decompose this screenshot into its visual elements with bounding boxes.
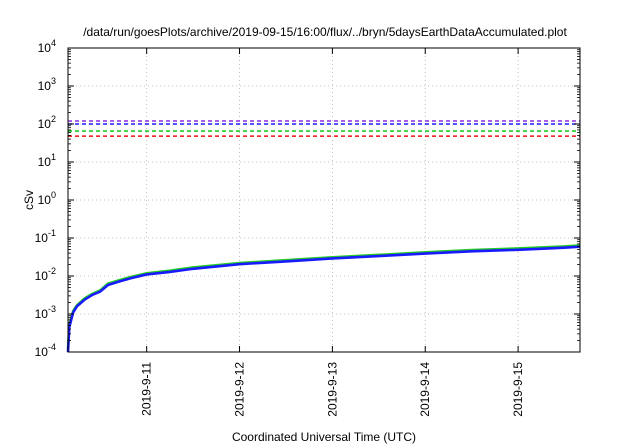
y-tick-label: 102 <box>38 114 56 131</box>
ticks <box>68 47 580 353</box>
y-tick-label: 103 <box>38 76 56 93</box>
y-tick-exponent: -2 <box>48 266 56 276</box>
series-line <box>66 244 581 350</box>
y-tick-exponent: 1 <box>51 152 56 162</box>
y-tick-label: 104 <box>38 38 56 55</box>
series-line <box>66 245 581 353</box>
y-tick-exponent: 3 <box>51 76 56 86</box>
reference-lines <box>68 120 580 137</box>
y-axis-label: cSv <box>22 190 36 210</box>
x-tick-labels: 2019-9-11 2019-9-12 2019-9-13 2019-9-14 2019… <box>140 362 525 417</box>
y-tick-exponent: -4 <box>48 342 56 352</box>
y-tick-label: 10-2 <box>35 266 56 283</box>
y-tick-label: 10-1 <box>35 228 56 245</box>
y-tick-label: 100 <box>38 190 56 207</box>
y-tick-exponent: 2 <box>51 114 56 124</box>
series-group <box>66 244 581 353</box>
x-tick-label: 2019-9-11 <box>140 362 154 416</box>
x-axis-label: Coordinated Universal Time (UTC) <box>232 430 416 444</box>
y-tick-exponent: -1 <box>48 228 56 238</box>
y-tick-exponent: 4 <box>51 38 56 48</box>
y-tick-label: 10-4 <box>35 342 56 359</box>
grid <box>68 48 580 352</box>
x-tick-label: 2019-9-13 <box>325 362 339 417</box>
chart-title: /data/run/goesPlots/archive/2019-09-15/1… <box>83 25 567 39</box>
y-tick-exponent: -3 <box>48 304 56 314</box>
x-tick-label: 2019-9-12 <box>233 362 247 417</box>
y-tick-exponent: 0 <box>51 190 56 200</box>
x-tick-label: 2019-9-15 <box>511 362 525 417</box>
y-tick-label: 10-3 <box>35 304 56 321</box>
x-tick-label: 2019-9-14 <box>418 362 432 417</box>
y-tick-label: 101 <box>38 152 56 169</box>
